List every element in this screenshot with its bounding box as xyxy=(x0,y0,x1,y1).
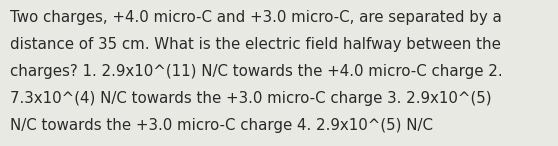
Text: 7.3x10^(4) N/C towards the +3.0 micro-C charge 3. 2.9x10^(5): 7.3x10^(4) N/C towards the +3.0 micro-C … xyxy=(10,91,492,106)
Text: Two charges, +4.0 micro-C and +3.0 micro-C, are separated by a: Two charges, +4.0 micro-C and +3.0 micro… xyxy=(10,10,502,25)
Text: distance of 35 cm. What is the electric field halfway between the: distance of 35 cm. What is the electric … xyxy=(10,37,501,52)
Text: charges? 1. 2.9x10^(11) N/C towards the +4.0 micro-C charge 2.: charges? 1. 2.9x10^(11) N/C towards the … xyxy=(10,64,503,79)
Text: N/C towards the +3.0 micro-C charge 4. 2.9x10^(5) N/C: N/C towards the +3.0 micro-C charge 4. 2… xyxy=(10,118,433,133)
